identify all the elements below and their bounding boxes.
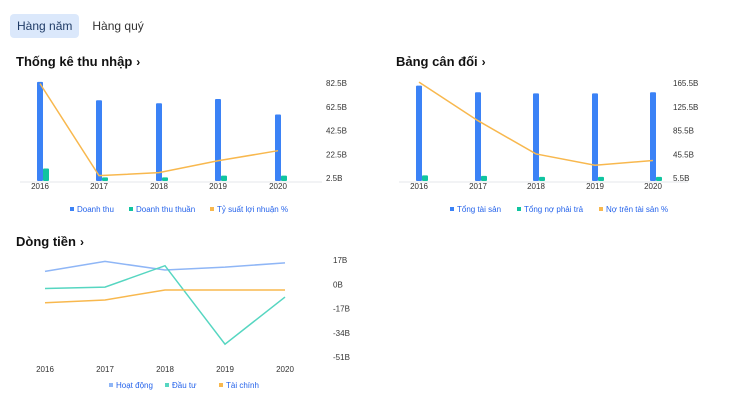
balance-y-tick-label: 45.5B [673, 150, 694, 159]
cashflow-x-tick-label: 2019 [216, 365, 234, 374]
balance-bar-t-ng-t-i-s-n [533, 93, 539, 181]
balance-bar-t-ng-t-i-s-n [592, 93, 598, 181]
balance-legend-label: Tổng tài sản [457, 205, 501, 214]
balance-bar-t-ng-n-ph-i-tr- [422, 175, 428, 181]
balance-bar-t-ng-t-i-s-n [416, 85, 422, 181]
cashflow-line-t-i-ch-nh [44, 289, 285, 304]
income-legend-swatch [129, 207, 133, 211]
balance-bar-t-ng-n-ph-i-tr- [656, 176, 662, 181]
balance-x-tick-label: 2020 [644, 182, 662, 191]
income-x-tick-label: 2020 [269, 182, 287, 191]
cashflow-y-tick-label: -34B [333, 329, 350, 338]
income-x-tick-label: 2016 [31, 182, 49, 191]
balance-x-tick-label: 2016 [410, 182, 428, 191]
balance-y-tick-label: 85.5B [673, 127, 694, 136]
income-legend-label: Doanh thu thuần [136, 205, 195, 214]
balance-x-tick-label: 2017 [469, 182, 487, 191]
cashflow-x-tick-label: 2016 [36, 365, 54, 374]
income-chart-title[interactable]: Thống kê thu nhập › [16, 54, 140, 69]
cashflow-y-tick-label: -51B [333, 353, 350, 362]
balance-legend-swatch [599, 207, 603, 211]
chevron-right-icon: › [79, 235, 84, 249]
cashflow-legend-swatch [219, 383, 223, 387]
income-bar-doanh-thu [96, 100, 102, 181]
income-legend-label: Tỷ suất lợi nhuận % [217, 205, 288, 214]
income-x-tick-label: 2019 [209, 182, 227, 191]
income-x-tick-label: 2018 [150, 182, 168, 191]
cashflow-x-tick-label: 2017 [96, 365, 114, 374]
income-legend-swatch [210, 207, 214, 211]
balance-chart-title[interactable]: Bảng cân đối › [396, 54, 486, 69]
balance-bar-t-ng-n-ph-i-tr- [481, 175, 487, 181]
cashflow-legend-label: Tài chính [226, 381, 259, 390]
balance-bar-t-ng-t-i-s-n [650, 92, 656, 181]
cashflow-legend-label: Đầu tư [172, 381, 197, 390]
income-x-tick-label: 2017 [90, 182, 108, 191]
balance-y-tick-label: 5.5B [673, 174, 689, 183]
income-y-tick-label: 22.5B [326, 150, 347, 159]
income-bar-doanh-thu [37, 81, 43, 181]
period-tabs: Hàng năm Hàng quý [10, 14, 151, 38]
income-y-tick-label: 2.5B [326, 174, 342, 183]
cashflow-legend-swatch [109, 383, 113, 387]
chevron-right-icon: › [136, 55, 141, 69]
cashflow-legend-swatch [165, 383, 169, 387]
income-bar-doanh-thu-thu-n [102, 177, 108, 181]
chevron-right-icon: › [481, 55, 486, 69]
balance-bar-t-ng-t-i-s-n [475, 92, 481, 181]
income-y-tick-label: 82.5B [326, 79, 347, 88]
income-bar-doanh-thu-thu-n [221, 175, 227, 181]
cashflow-chart-title-text: Dòng tiền [16, 234, 76, 249]
income-legend-swatch [70, 207, 74, 211]
income-legend-label: Doanh thu [77, 205, 114, 214]
balance-x-tick-label: 2018 [527, 182, 545, 191]
cashflow-y-tick-label: 17B [333, 256, 347, 265]
cashflow-line--u-t- [44, 264, 286, 346]
cashflow-x-tick-label: 2018 [156, 365, 174, 374]
income-bar-doanh-thu-thu-n [43, 168, 49, 181]
cashflow-chart-title[interactable]: Dòng tiền › [16, 234, 84, 249]
tab-annual[interactable]: Hàng năm [10, 14, 80, 38]
cashflow-x-tick-label: 2020 [276, 365, 294, 374]
balance-y-tick-label: 125.5B [673, 103, 698, 112]
balance-x-tick-label: 2019 [586, 182, 604, 191]
tab-quarterly[interactable]: Hàng quý [92, 19, 144, 33]
balance-legend-swatch [450, 207, 454, 211]
cashflow-legend-label: Hoạt động [116, 381, 153, 390]
cashflow-y-tick-label: 0B [333, 280, 343, 289]
income-bar-doanh-thu-thu-n [162, 177, 168, 181]
balance-y-tick-label: 165.5B [673, 79, 698, 88]
balance-legend-swatch [517, 207, 521, 211]
balance-chart-title-text: Bảng cân đối [396, 54, 478, 69]
income-y-tick-label: 62.5B [326, 103, 347, 112]
balance-bar-t-ng-n-ph-i-tr- [539, 176, 545, 181]
income-chart-title-text: Thống kê thu nhập [16, 54, 133, 69]
cashflow-y-tick-label: -17B [333, 305, 350, 314]
balance-legend-label: Tổng nợ phải trả [524, 205, 584, 214]
income-bar-doanh-thu-thu-n [281, 175, 287, 181]
income-y-tick-label: 42.5B [326, 127, 347, 136]
balance-legend-label: Nợ trên tài sản % [606, 205, 668, 214]
income-bar-doanh-thu [275, 114, 281, 181]
balance-bar-t-ng-n-ph-i-tr- [598, 176, 604, 181]
income-bar-doanh-thu [156, 103, 162, 181]
